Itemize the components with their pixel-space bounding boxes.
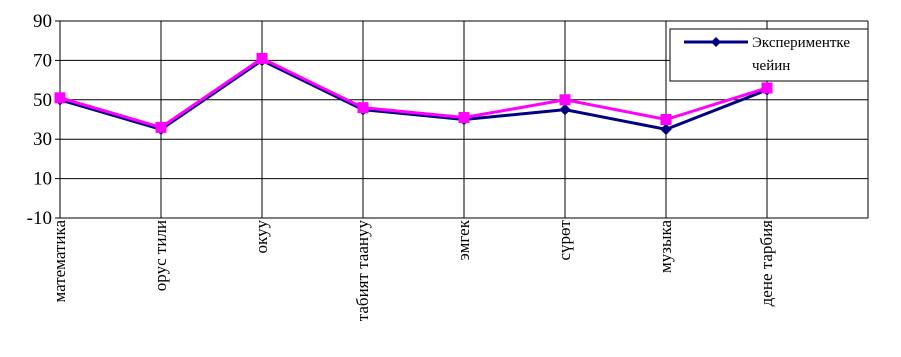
y-tick-label: 30 (33, 129, 52, 150)
x-tick-label: математика (50, 220, 69, 303)
x-tick-label: орус тили (151, 220, 170, 291)
data-point (661, 124, 671, 134)
legend-label: Экспериментке (752, 35, 850, 51)
series (55, 53, 772, 134)
data-point (560, 95, 570, 105)
data-point (661, 115, 671, 125)
data-point (560, 105, 570, 115)
y-tick-label: 90 (33, 11, 52, 32)
y-tick-label: -10 (27, 208, 52, 229)
data-point (156, 122, 166, 132)
x-tick-label: музыка (656, 220, 675, 273)
y-tick-label: 70 (33, 50, 52, 71)
x-tick-label: эмгек (454, 219, 473, 260)
legend-label-line2: чейин (752, 58, 790, 74)
data-point (257, 53, 267, 63)
data-point (459, 113, 469, 123)
x-tick-label: табият таануу (353, 220, 372, 322)
data-point (55, 93, 65, 103)
legend: Экспериментке чейин (670, 29, 868, 81)
y-tick-label: 50 (33, 90, 52, 111)
data-point (358, 103, 368, 113)
y-tick-label: 10 (33, 169, 52, 190)
x-tick-label: сүрөт (555, 219, 574, 260)
x-tick-label: дене тарбия (757, 220, 776, 307)
data-point (762, 83, 772, 93)
x-tick-label: окуу (252, 220, 271, 254)
